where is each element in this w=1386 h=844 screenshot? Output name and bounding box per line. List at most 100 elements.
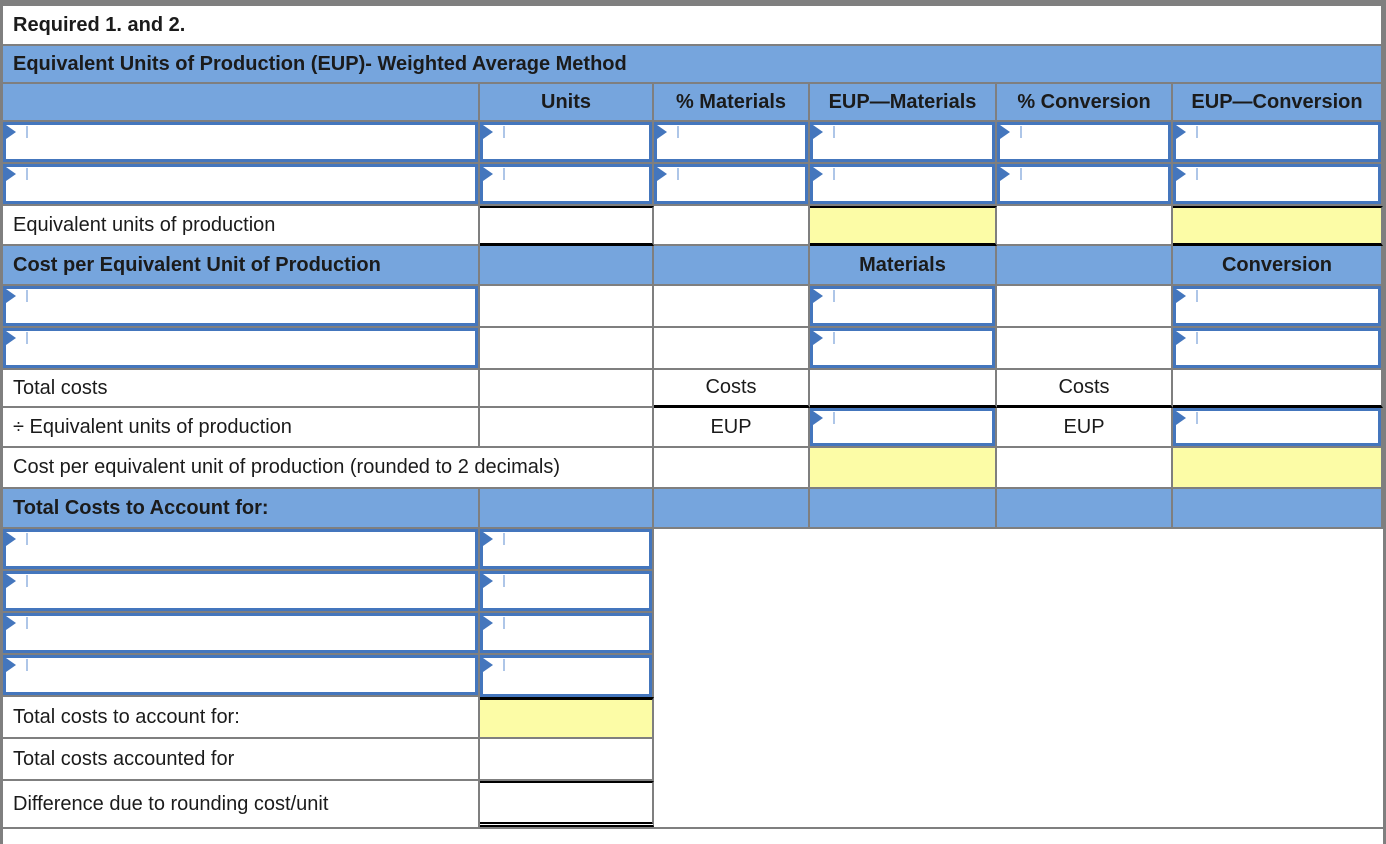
dropdown-marker-icon: [483, 125, 505, 139]
totals-row3-label-select[interactable]: [3, 613, 480, 655]
cost-per-unit-conversion-result-cell: [1173, 448, 1383, 489]
col-header-eup-conversion: EUP—Conversion: [1173, 84, 1383, 122]
dropdown-marker-icon: [6, 167, 28, 181]
dropdown-marker-icon: [6, 331, 28, 345]
totals-header-blank-2: [810, 489, 997, 529]
cost-per-unit-label: Cost per equivalent unit of production (…: [3, 448, 654, 489]
dropdown-marker-icon: [813, 331, 835, 345]
eup-row1-label-select[interactable]: [3, 122, 480, 164]
eup-row2-units-input[interactable]: [480, 164, 654, 206]
cost-header-pct-conversion-blank: [997, 246, 1173, 286]
eup-row1-pct-conversion-input[interactable]: [997, 122, 1173, 164]
dropdown-marker-icon: [813, 411, 835, 425]
dropdown-marker-icon: [657, 125, 679, 139]
totals-header-blank-1: [654, 489, 810, 529]
dropdown-marker-icon: [1000, 167, 1022, 181]
divide-eup-materials-input[interactable]: [810, 408, 997, 448]
eup-row2-eup-materials-input[interactable]: [810, 164, 997, 206]
cost-row2-materials-input[interactable]: [810, 328, 997, 370]
eup-row2-eup-conversion-input[interactable]: [1173, 164, 1383, 206]
col-header-pct-conversion: % Conversion: [997, 84, 1173, 122]
totals-row2-amount-input[interactable]: [480, 571, 654, 613]
eup-row1-eup-materials-input[interactable]: [810, 122, 997, 164]
eup-row1-units-input[interactable]: [480, 122, 654, 164]
dropdown-marker-icon: [1176, 125, 1198, 139]
dropdown-marker-icon: [657, 167, 679, 181]
dropdown-marker-icon: [6, 616, 28, 630]
eup-row1-eup-conversion-input[interactable]: [1173, 122, 1383, 164]
total-costs-conversion-cell: [1173, 370, 1383, 408]
dropdown-marker-icon: [483, 167, 505, 181]
eup-total-conversion-result-cell: [1173, 206, 1383, 246]
divide-eup-conversion-input[interactable]: [1173, 408, 1383, 448]
total-costs-accounted-cell: [480, 739, 654, 781]
col-header-materials: Materials: [810, 246, 997, 286]
cost-row1-pct-materials-blank: [654, 286, 810, 328]
dropdown-marker-icon: [1176, 289, 1198, 303]
cost-row1-units-blank: [480, 286, 654, 328]
dropdown-marker-icon: [483, 658, 505, 672]
total-costs-label: Total costs: [3, 370, 480, 408]
col-header-blank: [3, 84, 480, 122]
eup-total-units-cell: [480, 206, 654, 246]
dropdown-marker-icon: [813, 167, 835, 181]
divide-eup-label: ÷ Equivalent units of production: [3, 408, 480, 448]
cost-row2-units-blank: [480, 328, 654, 370]
eup-caption-materials: EUP: [654, 408, 810, 448]
eup-row2-pct-materials-input[interactable]: [654, 164, 810, 206]
dropdown-marker-icon: [1176, 411, 1198, 425]
dropdown-marker-icon: [1000, 125, 1022, 139]
cost-row2-label-select[interactable]: [3, 328, 480, 370]
totals-row1-amount-input[interactable]: [480, 529, 654, 571]
totals-row3-amount-input[interactable]: [480, 613, 654, 655]
difference-label: Difference due to rounding cost/unit: [3, 781, 480, 827]
dropdown-marker-icon: [813, 125, 835, 139]
total-costs-accounted-label: Total costs accounted for: [3, 739, 480, 781]
col-header-units: Units: [480, 84, 654, 122]
eup-row1-pct-materials-input[interactable]: [654, 122, 810, 164]
dropdown-marker-icon: [6, 658, 28, 672]
dropdown-marker-icon: [6, 532, 28, 546]
total-costs-units-blank: [480, 370, 654, 408]
difference-cell: [480, 781, 654, 827]
cost-per-unit-pct-materials-blank: [654, 448, 810, 489]
total-costs-materials-cell: [810, 370, 997, 408]
col-header-conversion: Conversion: [1173, 246, 1383, 286]
cost-row2-pct-conversion-blank: [997, 328, 1173, 370]
dropdown-marker-icon: [6, 574, 28, 588]
dropdown-marker-icon: [1176, 331, 1198, 345]
total-costs-to-account-label: Total costs to account for:: [3, 697, 480, 739]
dropdown-marker-icon: [483, 574, 505, 588]
cost-per-unit-pct-conversion-blank: [997, 448, 1173, 489]
eup-total-label: Equivalent units of production: [3, 206, 480, 246]
divide-eup-units-blank: [480, 408, 654, 448]
eup-row2-pct-conversion-input[interactable]: [997, 164, 1173, 206]
cost-row1-label-select[interactable]: [3, 286, 480, 328]
totals-row2-label-select[interactable]: [3, 571, 480, 613]
eup-total-pct-conversion-blank: [997, 206, 1173, 246]
totals-header-units-blank: [480, 489, 654, 529]
dropdown-marker-icon: [483, 616, 505, 630]
totals-row4-amount-input[interactable]: [480, 655, 654, 697]
dropdown-marker-icon: [6, 289, 28, 303]
cost-row2-conversion-input[interactable]: [1173, 328, 1383, 370]
total-costs-to-account-result-cell: [480, 697, 654, 739]
col-header-eup-materials: EUP—Materials: [810, 84, 997, 122]
totals-row1-label-select[interactable]: [3, 529, 480, 571]
eup-section-title: Equivalent Units of Production (EUP)- We…: [3, 46, 1383, 84]
eup-caption-conversion: EUP: [997, 408, 1173, 448]
eup-row2-label-select[interactable]: [3, 164, 480, 206]
totals-header-blank-4: [1173, 489, 1383, 529]
cost-row1-materials-input[interactable]: [810, 286, 997, 328]
cost-header-units-blank: [480, 246, 654, 286]
totals-header-blank-3: [997, 489, 1173, 529]
dropdown-marker-icon: [813, 289, 835, 303]
cost-row1-conversion-input[interactable]: [1173, 286, 1383, 328]
eup-total-materials-result-cell: [810, 206, 997, 246]
totals-row4-label-select[interactable]: [3, 655, 480, 697]
costs-caption-materials: Costs: [654, 370, 810, 408]
cost-section-title: Cost per Equivalent Unit of Production: [3, 246, 480, 286]
required-banner: Required 1. and 2.: [3, 6, 1383, 46]
costs-caption-conversion: Costs: [997, 370, 1173, 408]
